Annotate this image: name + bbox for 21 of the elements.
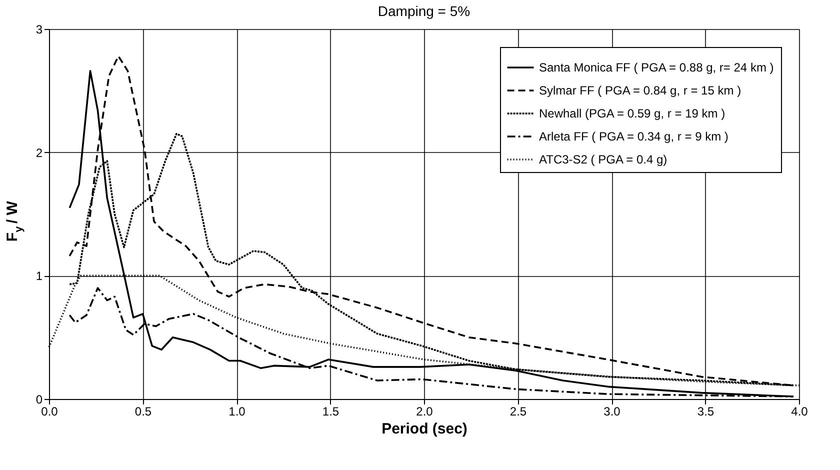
x-tick-label: 1.5 (322, 404, 340, 418)
y-tick-label: 1 (36, 269, 43, 284)
legend-label: Sylmar FF ( PGA = 0.84 g, r = 15 km ) (539, 84, 742, 98)
y-axis-title: Fy / W (4, 200, 25, 242)
legend-label: ATC3-S2 ( PGA = 0.4 g) (539, 152, 668, 166)
x-tick-label: 0.5 (134, 404, 152, 418)
x-axis-title: Period (sec) (382, 420, 468, 438)
x-tick-label: 0.0 (41, 404, 58, 418)
legend-label: Santa Monica FF ( PGA = 0.88 g, r= 24 km ) (539, 60, 774, 74)
y-tick-label: 0 (36, 392, 43, 406)
x-tick-label: 1.0 (228, 404, 246, 418)
x-tick-label: 2.5 (510, 404, 527, 418)
y-tick-label: 2 (36, 146, 43, 160)
x-tick-label: 4.0 (791, 404, 808, 418)
x-tick-label: 2.0 (416, 404, 434, 418)
legend-label: Newhall (PGA = 0.59 g, r = 19 km ) (539, 106, 726, 120)
y-tick-label: 3 (36, 22, 43, 36)
x-tick-label: 3.5 (697, 404, 714, 418)
legend-label: Arleta FF ( PGA = 0.34 g, r = 9 km ) (539, 130, 728, 144)
x-tick-label: 3.0 (604, 404, 621, 418)
chart-title: Damping = 5% (378, 3, 470, 19)
